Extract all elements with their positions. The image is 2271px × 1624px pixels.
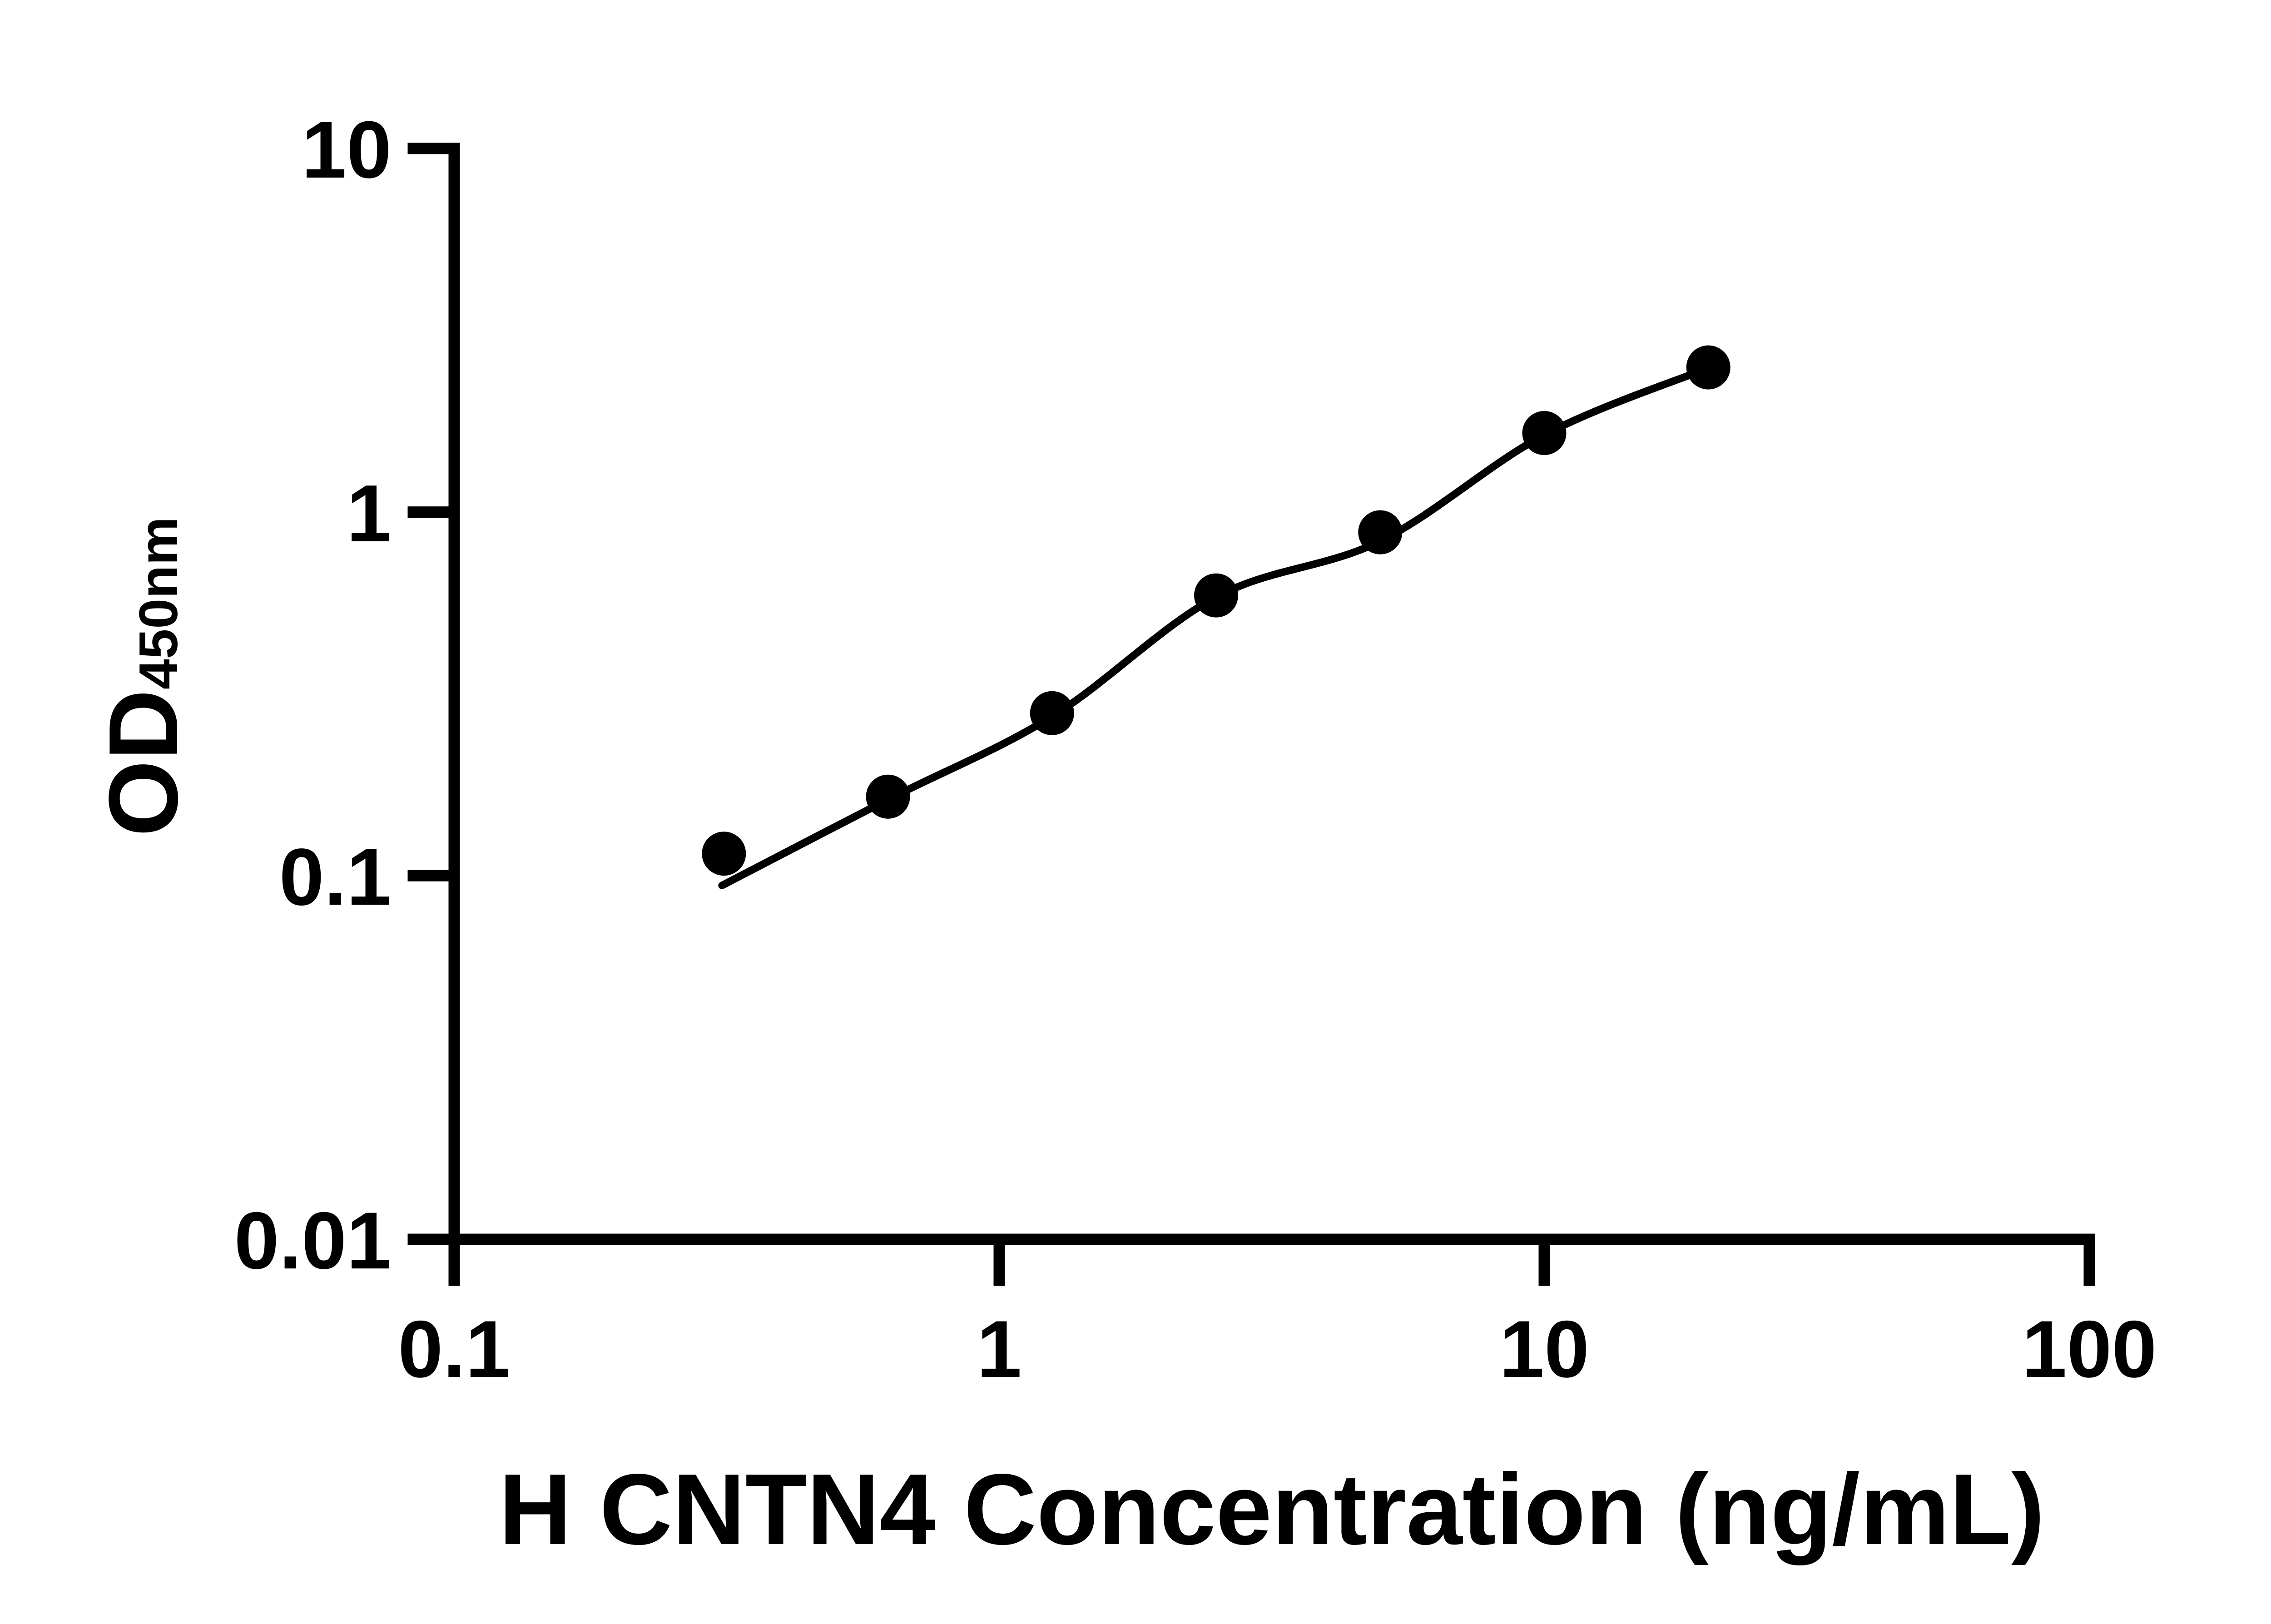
data-point	[1522, 411, 1567, 455]
x-axis-title: H CNTN4 Concentration (ng/mL)	[499, 1453, 2045, 1566]
x-tick-label: 0.1	[398, 1304, 510, 1394]
x-tick-label: 100	[2022, 1304, 2157, 1394]
y-tick-label: 10	[302, 104, 392, 195]
y-axis-title-subscript: 450nm	[128, 517, 189, 689]
y-tick-label: 0.01	[234, 1195, 392, 1286]
point-layer	[702, 345, 1731, 876]
axes-layer	[407, 143, 2095, 1245]
y-axis-title: OD450nm	[88, 517, 198, 837]
y-tick-label: 1	[347, 468, 392, 559]
x-tick-label: 1	[977, 1304, 1022, 1394]
data-point	[1686, 345, 1731, 390]
data-point	[1030, 691, 1074, 735]
data-point	[1194, 573, 1238, 618]
data-point	[1358, 510, 1403, 555]
data-point	[702, 832, 746, 876]
y-axis-title-main: OD	[88, 689, 198, 837]
data-point	[866, 774, 910, 819]
y-tick-label: 0.1	[279, 832, 392, 922]
tick-layer	[407, 143, 2095, 1286]
x-tick-label: 10	[1499, 1304, 1589, 1394]
